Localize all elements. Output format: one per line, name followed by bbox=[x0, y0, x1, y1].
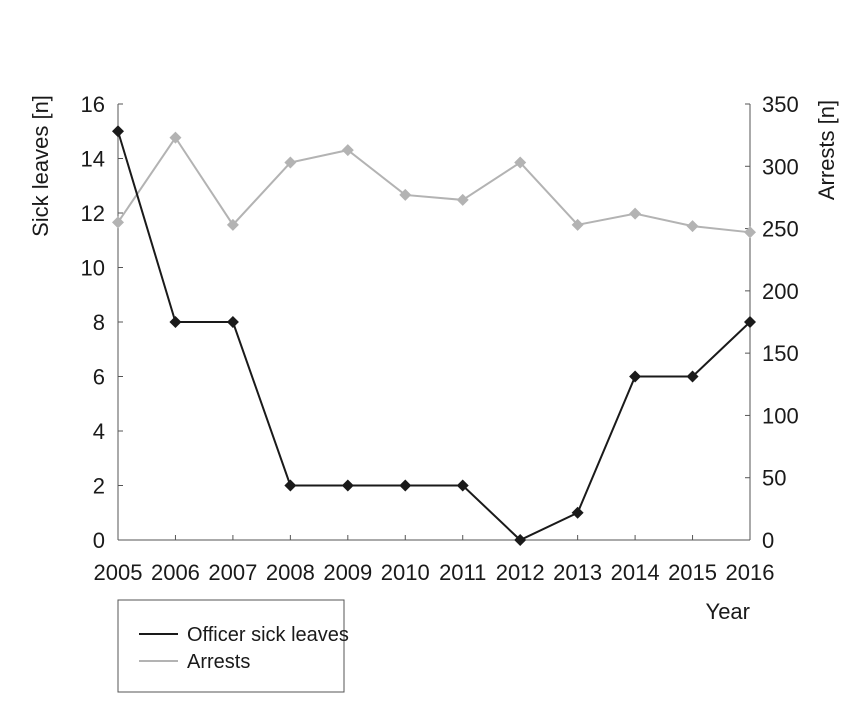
data-point-arrests bbox=[629, 207, 642, 220]
data-point-arrests bbox=[686, 220, 699, 233]
y-axis-title-right: Arrests [n] bbox=[814, 100, 839, 200]
y-left-tick-label: 14 bbox=[81, 147, 105, 172]
y-right-tick-label: 200 bbox=[762, 279, 799, 304]
data-point-sick-leaves bbox=[399, 479, 412, 492]
data-point-sick-leaves bbox=[341, 479, 354, 492]
y-right-tick-label: 350 bbox=[762, 92, 799, 117]
data-point-sick-leaves bbox=[226, 316, 239, 328]
data-point-sick-leaves bbox=[169, 316, 182, 328]
x-tick-label: 2008 bbox=[266, 560, 315, 585]
data-point-sick-leaves bbox=[686, 370, 699, 383]
data-point-arrests bbox=[456, 193, 469, 206]
x-tick-label: 2014 bbox=[611, 560, 660, 585]
x-tick-label: 2010 bbox=[381, 560, 430, 585]
y-right-tick-label: 300 bbox=[762, 154, 799, 179]
y-left-tick-label: 0 bbox=[93, 528, 105, 553]
data-point-arrests bbox=[284, 156, 297, 169]
x-tick-label: 2016 bbox=[726, 560, 775, 585]
y-right-tick-label: 50 bbox=[762, 466, 786, 491]
data-point-arrests bbox=[112, 216, 124, 229]
data-point-sick-leaves bbox=[456, 479, 469, 492]
y-left-tick-label: 4 bbox=[93, 419, 105, 444]
data-point-sick-leaves bbox=[744, 316, 756, 328]
x-tick-label: 2006 bbox=[151, 560, 200, 585]
series-line-arrests bbox=[117, 135, 751, 234]
x-tick-label: 2015 bbox=[668, 560, 717, 585]
x-tick-label: 2013 bbox=[553, 560, 602, 585]
y-right-tick-label: 0 bbox=[762, 528, 774, 553]
y-axis-title-left: Sick leaves [n] bbox=[28, 95, 53, 237]
data-point-sick-leaves bbox=[629, 370, 642, 383]
y-left-tick-label: 16 bbox=[81, 92, 105, 117]
axes bbox=[117, 103, 751, 541]
legend-label-sick-leaves: Officer sick leaves bbox=[187, 624, 349, 646]
y-left-tick-label: 10 bbox=[81, 256, 105, 281]
y-left-tick-label: 2 bbox=[93, 474, 105, 499]
data-point-arrests bbox=[226, 218, 239, 231]
y-right-tick-label: 100 bbox=[762, 403, 799, 428]
y-left-tick-label: 8 bbox=[93, 310, 105, 335]
data-point-sick-leaves bbox=[112, 125, 124, 138]
x-tick-label: 2011 bbox=[439, 560, 486, 585]
y-left-tick-label: 6 bbox=[93, 365, 105, 390]
data-point-arrests bbox=[571, 218, 584, 231]
y-right-tick-label: 250 bbox=[762, 217, 799, 242]
x-tick-label: 2007 bbox=[208, 560, 257, 585]
x-tick-label: 2009 bbox=[323, 560, 372, 585]
labels-layer: 0 2 4 6 8 10 12 14 16 0 50 100 150 200 250 300 350 2005 20… bbox=[81, 92, 799, 585]
series-line-sick-leaves bbox=[117, 130, 751, 542]
data-point-arrests bbox=[744, 226, 756, 239]
legend-label-arrests: Arrests bbox=[187, 651, 250, 673]
y-left-tick-label: 12 bbox=[81, 201, 105, 226]
legend-box bbox=[117, 599, 345, 693]
data-point-sick-leaves bbox=[514, 534, 527, 546]
data-point-sick-leaves bbox=[284, 479, 297, 492]
data-point-arrests bbox=[341, 144, 354, 157]
x-tick-label: 2005 bbox=[94, 560, 143, 585]
data-point-arrests bbox=[169, 131, 182, 144]
y-right-tick-label: 150 bbox=[762, 341, 799, 366]
series-layer bbox=[112, 125, 756, 546]
x-tick-label: 2012 bbox=[496, 560, 545, 585]
data-point-sick-leaves bbox=[571, 506, 584, 519]
legend: Officer sick leaves Arrests bbox=[117, 599, 349, 693]
x-axis-title: Year bbox=[706, 599, 750, 624]
data-point-arrests bbox=[399, 188, 412, 201]
data-point-arrests bbox=[514, 156, 527, 169]
